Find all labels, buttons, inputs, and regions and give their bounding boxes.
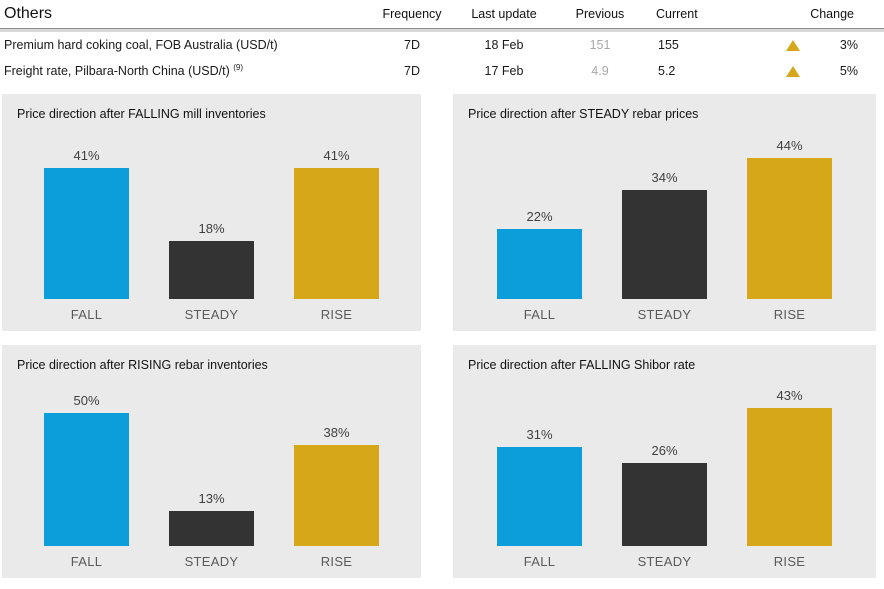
chart-title: Price direction after FALLING Shibor rat… [468,358,696,372]
chart-panel-falling-shibor-rate: Price direction after FALLING Shibor rat… [453,345,876,578]
bar-value-label: 41% [323,148,350,163]
chart-bars: 31% FALL 26% STEADY 43% RISE [453,388,876,578]
bar-fall [44,168,129,299]
bar-steady [169,241,254,299]
bar-category-label: STEADY [637,554,692,569]
bar-value-label: 43% [776,388,803,403]
bar-category-label: STEADY [184,554,239,569]
header-divider [0,28,884,32]
row-name-text: Premium hard coking coal, FOB Australia … [4,38,278,53]
bar-category-label: FALL [523,554,556,569]
bar-category-label: RISE [773,307,806,322]
row-last-update: 17 Feb [484,64,524,78]
bar-column-fall: 41% FALL [44,148,129,331]
bar-column-steady: 26% STEADY [622,443,707,578]
column-header-frequency: Frequency [382,7,442,21]
bar-category-label: FALL [70,554,103,569]
bar-category-label: FALL [70,307,103,322]
bar-steady [622,190,707,299]
bar-value-label: 31% [526,427,553,442]
bar-fall [44,413,129,546]
bar-category-label: RISE [320,554,353,569]
row-frequency: 7D [404,64,420,78]
bar-column-rise: 44% RISE [747,138,832,331]
chart-bars: 50% FALL 13% STEADY 38% RISE [2,393,421,578]
bar-column-rise: 43% RISE [747,388,832,578]
bar-value-label: 34% [651,170,678,185]
bar-column-rise: 38% RISE [294,425,379,578]
bar-rise [747,408,832,546]
row-change: 3% [732,38,884,52]
bar-steady [622,463,707,546]
change-value: 3% [839,38,858,52]
bar-rise [294,168,379,299]
chart-title: Price direction after FALLING mill inven… [17,107,266,121]
row-change: 5% [732,64,884,78]
bar-rise [294,445,379,546]
summary-table: Others Frequency Last update Previous Cu… [0,0,884,84]
table-header-row: Others Frequency Last update Previous Cu… [0,2,884,26]
column-header-current: Current [656,7,698,21]
row-previous: 4.9 [591,64,609,78]
row-name: Freight rate, Pilbara-North China (USD/t… [0,63,370,78]
bar-value-label: 22% [526,209,553,224]
bar-column-steady: 13% STEADY [169,491,254,578]
bar-category-label: STEADY [184,307,239,322]
row-previous: 151 [589,38,611,52]
bar-value-label: 26% [651,443,678,458]
bar-rise [747,158,832,299]
bar-column-fall: 22% FALL [497,209,582,331]
chart-grid: Price direction after FALLING mill inven… [2,94,876,578]
chart-panel-rising-rebar-inventories: Price direction after RISING rebar inven… [2,345,421,578]
bar-category-label: FALL [523,307,556,322]
bar-value-label: 38% [323,425,350,440]
row-footnote: (9) [233,63,244,73]
change-up-icon [786,65,800,77]
chart-bars: 41% FALL 18% STEADY 41% RISE [2,148,421,331]
table-title: Others [4,5,53,22]
bar-fall [497,229,582,299]
change-up-icon [786,39,800,51]
chart-title: Price direction after RISING rebar inven… [17,358,268,372]
row-frequency: 7D [404,38,420,52]
row-name: Premium hard coking coal, FOB Australia … [0,37,370,53]
table-row: Freight rate, Pilbara-North China (USD/t… [0,58,884,84]
bar-column-rise: 41% RISE [294,148,379,331]
change-value: 5% [839,64,858,78]
chart-panel-steady-rebar-prices: Price direction after STEADY rebar price… [453,94,876,331]
row-current: 5.2 [658,64,676,78]
bar-column-steady: 34% STEADY [622,170,707,331]
bar-value-label: 44% [776,138,803,153]
table-row: Premium hard coking coal, FOB Australia … [0,32,884,58]
bar-value-label: 41% [73,148,100,163]
chart-bars: 22% FALL 34% STEADY 44% RISE [453,138,876,331]
bar-category-label: RISE [320,307,353,322]
chart-panel-falling-mill-inventories: Price direction after FALLING mill inven… [2,94,421,331]
bar-category-label: STEADY [637,307,692,322]
bar-value-label: 50% [73,393,100,408]
row-last-update: 18 Feb [484,38,524,52]
column-header-last-update: Last update [471,7,537,21]
bar-column-fall: 50% FALL [44,393,129,578]
row-current: 155 [658,38,679,52]
row-name-text: Freight rate, Pilbara-North China (USD/t… [4,64,230,79]
bar-column-fall: 31% FALL [497,427,582,578]
column-header-change: Change [810,7,854,21]
bar-column-steady: 18% STEADY [169,221,254,331]
bar-category-label: RISE [773,554,806,569]
bar-fall [497,447,582,546]
chart-title: Price direction after STEADY rebar price… [468,107,699,121]
column-header-previous: Previous [575,7,625,21]
bar-value-label: 13% [198,491,225,506]
bar-value-label: 18% [198,221,225,236]
bar-steady [169,511,254,546]
